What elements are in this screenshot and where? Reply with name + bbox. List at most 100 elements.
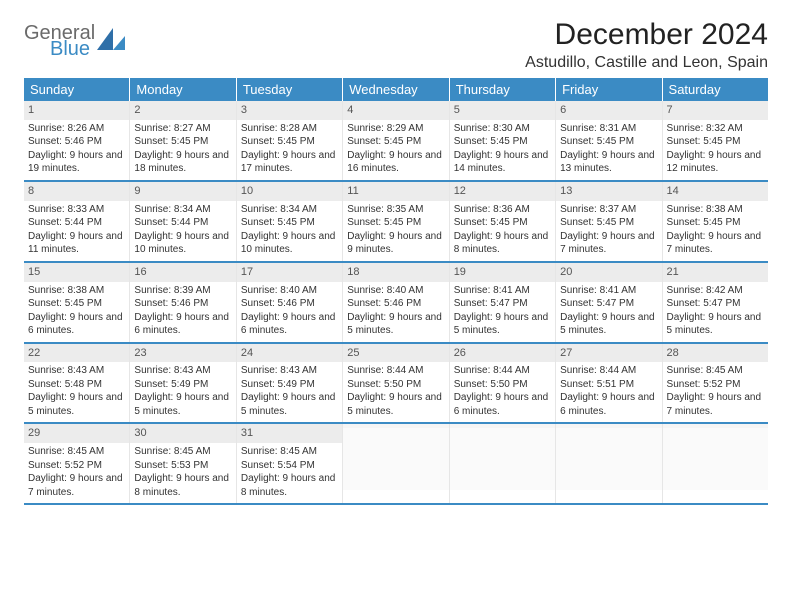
brand-text: General Blue: [24, 24, 95, 58]
day-cell: 10Sunrise: 8:34 AMSunset: 5:45 PMDayligh…: [237, 182, 343, 261]
sunset-line: Sunset: 5:48 PM: [28, 378, 125, 392]
daylight-line: Daylight: 9 hours and 13 minutes.: [560, 149, 657, 176]
day-number: 30: [130, 424, 235, 443]
day-cell: 6Sunrise: 8:31 AMSunset: 5:45 PMDaylight…: [556, 101, 662, 180]
day-body: Sunrise: 8:32 AMSunset: 5:45 PMDaylight:…: [663, 120, 768, 180]
day-body: Sunrise: 8:44 AMSunset: 5:51 PMDaylight:…: [556, 362, 661, 422]
sunrise-line: Sunrise: 8:37 AM: [560, 203, 657, 217]
day-number: 9: [130, 182, 235, 201]
sunrise-line: Sunrise: 8:38 AM: [667, 203, 764, 217]
daylight-line: Daylight: 9 hours and 6 minutes.: [28, 311, 125, 338]
brand-triangle-icon: [97, 28, 125, 55]
day-body: [450, 428, 555, 490]
sunset-line: Sunset: 5:49 PM: [134, 378, 231, 392]
daylight-line: Daylight: 9 hours and 9 minutes.: [347, 230, 444, 257]
sunrise-line: Sunrise: 8:45 AM: [134, 445, 231, 459]
day-body: Sunrise: 8:45 AMSunset: 5:52 PMDaylight:…: [663, 362, 768, 422]
sunset-line: Sunset: 5:46 PM: [241, 297, 338, 311]
day-cell: 16Sunrise: 8:39 AMSunset: 5:46 PMDayligh…: [130, 263, 236, 342]
day-cell: 27Sunrise: 8:44 AMSunset: 5:51 PMDayligh…: [556, 344, 662, 423]
sunset-line: Sunset: 5:52 PM: [28, 459, 125, 473]
day-body: Sunrise: 8:37 AMSunset: 5:45 PMDaylight:…: [556, 201, 661, 261]
daylight-line: Daylight: 9 hours and 7 minutes.: [28, 472, 125, 499]
calendar-grid: SundayMondayTuesdayWednesdayThursdayFrid…: [24, 78, 768, 505]
day-body: [556, 428, 661, 490]
sunrise-line: Sunrise: 8:26 AM: [28, 122, 125, 136]
day-cell: 20Sunrise: 8:41 AMSunset: 5:47 PMDayligh…: [556, 263, 662, 342]
sunrise-line: Sunrise: 8:45 AM: [667, 364, 764, 378]
daylight-line: Daylight: 9 hours and 10 minutes.: [134, 230, 231, 257]
sunset-line: Sunset: 5:45 PM: [560, 216, 657, 230]
day-body: Sunrise: 8:45 AMSunset: 5:54 PMDaylight:…: [237, 443, 342, 503]
weekday-header: Tuesday: [237, 78, 343, 101]
day-cell: 15Sunrise: 8:38 AMSunset: 5:45 PMDayligh…: [24, 263, 130, 342]
day-number: 15: [24, 263, 129, 282]
daylight-line: Daylight: 9 hours and 11 minutes.: [28, 230, 125, 257]
sunrise-line: Sunrise: 8:40 AM: [347, 284, 444, 298]
day-cell: 17 Sunrise: 8:40 AMSunset: 5:46 PMDayligh…: [237, 263, 343, 342]
day-cell: 1Sunrise: 8:26 AMSunset: 5:46 PMDaylight…: [24, 101, 130, 180]
daylight-line: Daylight: 9 hours and 5 minutes.: [28, 391, 125, 418]
day-number: 26: [450, 344, 555, 363]
day-body: Sunrise: 8:35 AMSunset: 5:45 PMDaylight:…: [343, 201, 448, 261]
day-body: Sunrise: 8:41 AMSunset: 5:47 PMDaylight:…: [556, 282, 661, 342]
daylight-line: Daylight: 9 hours and 5 minutes.: [347, 311, 444, 338]
daylight-line: Daylight: 9 hours and 5 minutes.: [560, 311, 657, 338]
sunset-line: Sunset: 5:45 PM: [28, 297, 125, 311]
day-cell: 14Sunrise: 8:38 AMSunset: 5:45 PMDayligh…: [663, 182, 768, 261]
weekday-header: Monday: [130, 78, 236, 101]
sunset-line: Sunset: 5:45 PM: [241, 135, 338, 149]
location-subtitle: Astudillo, Castille and Leon, Spain: [525, 54, 768, 72]
sunset-line: Sunset: 5:53 PM: [134, 459, 231, 473]
sunrise-line: Sunrise: 8:45 AM: [28, 445, 125, 459]
day-body: Sunrise: 8:45 AMSunset: 5:52 PMDaylight:…: [24, 443, 129, 503]
day-cell: 18Sunrise: 8:40 AMSunset: 5:46 PMDayligh…: [343, 263, 449, 342]
daylight-line: Daylight: 9 hours and 10 minutes.: [241, 230, 338, 257]
brand-bottom: Blue: [24, 40, 95, 58]
daylight-line: Daylight: 9 hours and 6 minutes.: [454, 391, 551, 418]
day-cell: 13Sunrise: 8:37 AMSunset: 5:45 PMDayligh…: [556, 182, 662, 261]
day-number: 25: [343, 344, 448, 363]
daylight-line: Daylight: 9 hours and 5 minutes.: [241, 391, 338, 418]
sunset-line: Sunset: 5:45 PM: [667, 135, 764, 149]
sunset-line: Sunset: 5:46 PM: [28, 135, 125, 149]
day-body: Sunrise: 8:26 AMSunset: 5:46 PMDaylight:…: [24, 120, 129, 180]
day-number: 17: [237, 263, 342, 282]
sunrise-line: Sunrise: 8:36 AM: [454, 203, 551, 217]
sunrise-line: Sunrise: 8:42 AM: [667, 284, 764, 298]
day-body: Sunrise: 8:39 AMSunset: 5:46 PMDaylight:…: [130, 282, 235, 342]
sunrise-line: Sunrise: 8:43 AM: [241, 364, 338, 378]
day-body: Sunrise: 8:43 AMSunset: 5:49 PMDaylight:…: [237, 362, 342, 422]
sunrise-line: Sunrise: 8:32 AM: [667, 122, 764, 136]
sunrise-line: Sunrise: 8:39 AM: [134, 284, 231, 298]
sunrise-line: Sunrise: 8:29 AM: [347, 122, 444, 136]
day-body: Sunrise: 8:45 AMSunset: 5:53 PMDaylight:…: [130, 443, 235, 503]
sunrise-line: Sunrise: 8:41 AM: [560, 284, 657, 298]
sunrise-line: Sunrise: 8:44 AM: [454, 364, 551, 378]
day-number: 2: [130, 101, 235, 120]
sunrise-line: Sunrise: 8:40 AM: [241, 284, 338, 298]
sunset-line: Sunset: 5:49 PM: [241, 378, 338, 392]
sunrise-line: Sunrise: 8:35 AM: [347, 203, 444, 217]
sunrise-line: Sunrise: 8:44 AM: [560, 364, 657, 378]
day-number: 16: [130, 263, 235, 282]
daylight-line: Daylight: 9 hours and 8 minutes.: [134, 472, 231, 499]
daylight-line: Daylight: 9 hours and 19 minutes.: [28, 149, 125, 176]
sunset-line: Sunset: 5:50 PM: [454, 378, 551, 392]
day-body: Sunrise: 8:42 AMSunset: 5:47 PMDaylight:…: [663, 282, 768, 342]
day-body: [663, 428, 768, 490]
day-cell: [556, 424, 662, 503]
day-cell: 2Sunrise: 8:27 AMSunset: 5:45 PMDaylight…: [130, 101, 236, 180]
sunset-line: Sunset: 5:47 PM: [454, 297, 551, 311]
sunrise-line: Sunrise: 8:31 AM: [560, 122, 657, 136]
daylight-line: Daylight: 9 hours and 6 minutes.: [241, 311, 338, 338]
day-number: 7: [663, 101, 768, 120]
sunrise-line: Sunrise: 8:34 AM: [134, 203, 231, 217]
day-number: 22: [24, 344, 129, 363]
daylight-line: Daylight: 9 hours and 8 minutes.: [241, 472, 338, 499]
day-body: Sunrise: 8:33 AMSunset: 5:44 PMDaylight:…: [24, 201, 129, 261]
sunset-line: Sunset: 5:50 PM: [347, 378, 444, 392]
day-number: 23: [130, 344, 235, 363]
day-body: Sunrise: 8:43 AMSunset: 5:49 PMDaylight:…: [130, 362, 235, 422]
day-body: Sunrise: 8:44 AMSunset: 5:50 PMDaylight:…: [343, 362, 448, 422]
